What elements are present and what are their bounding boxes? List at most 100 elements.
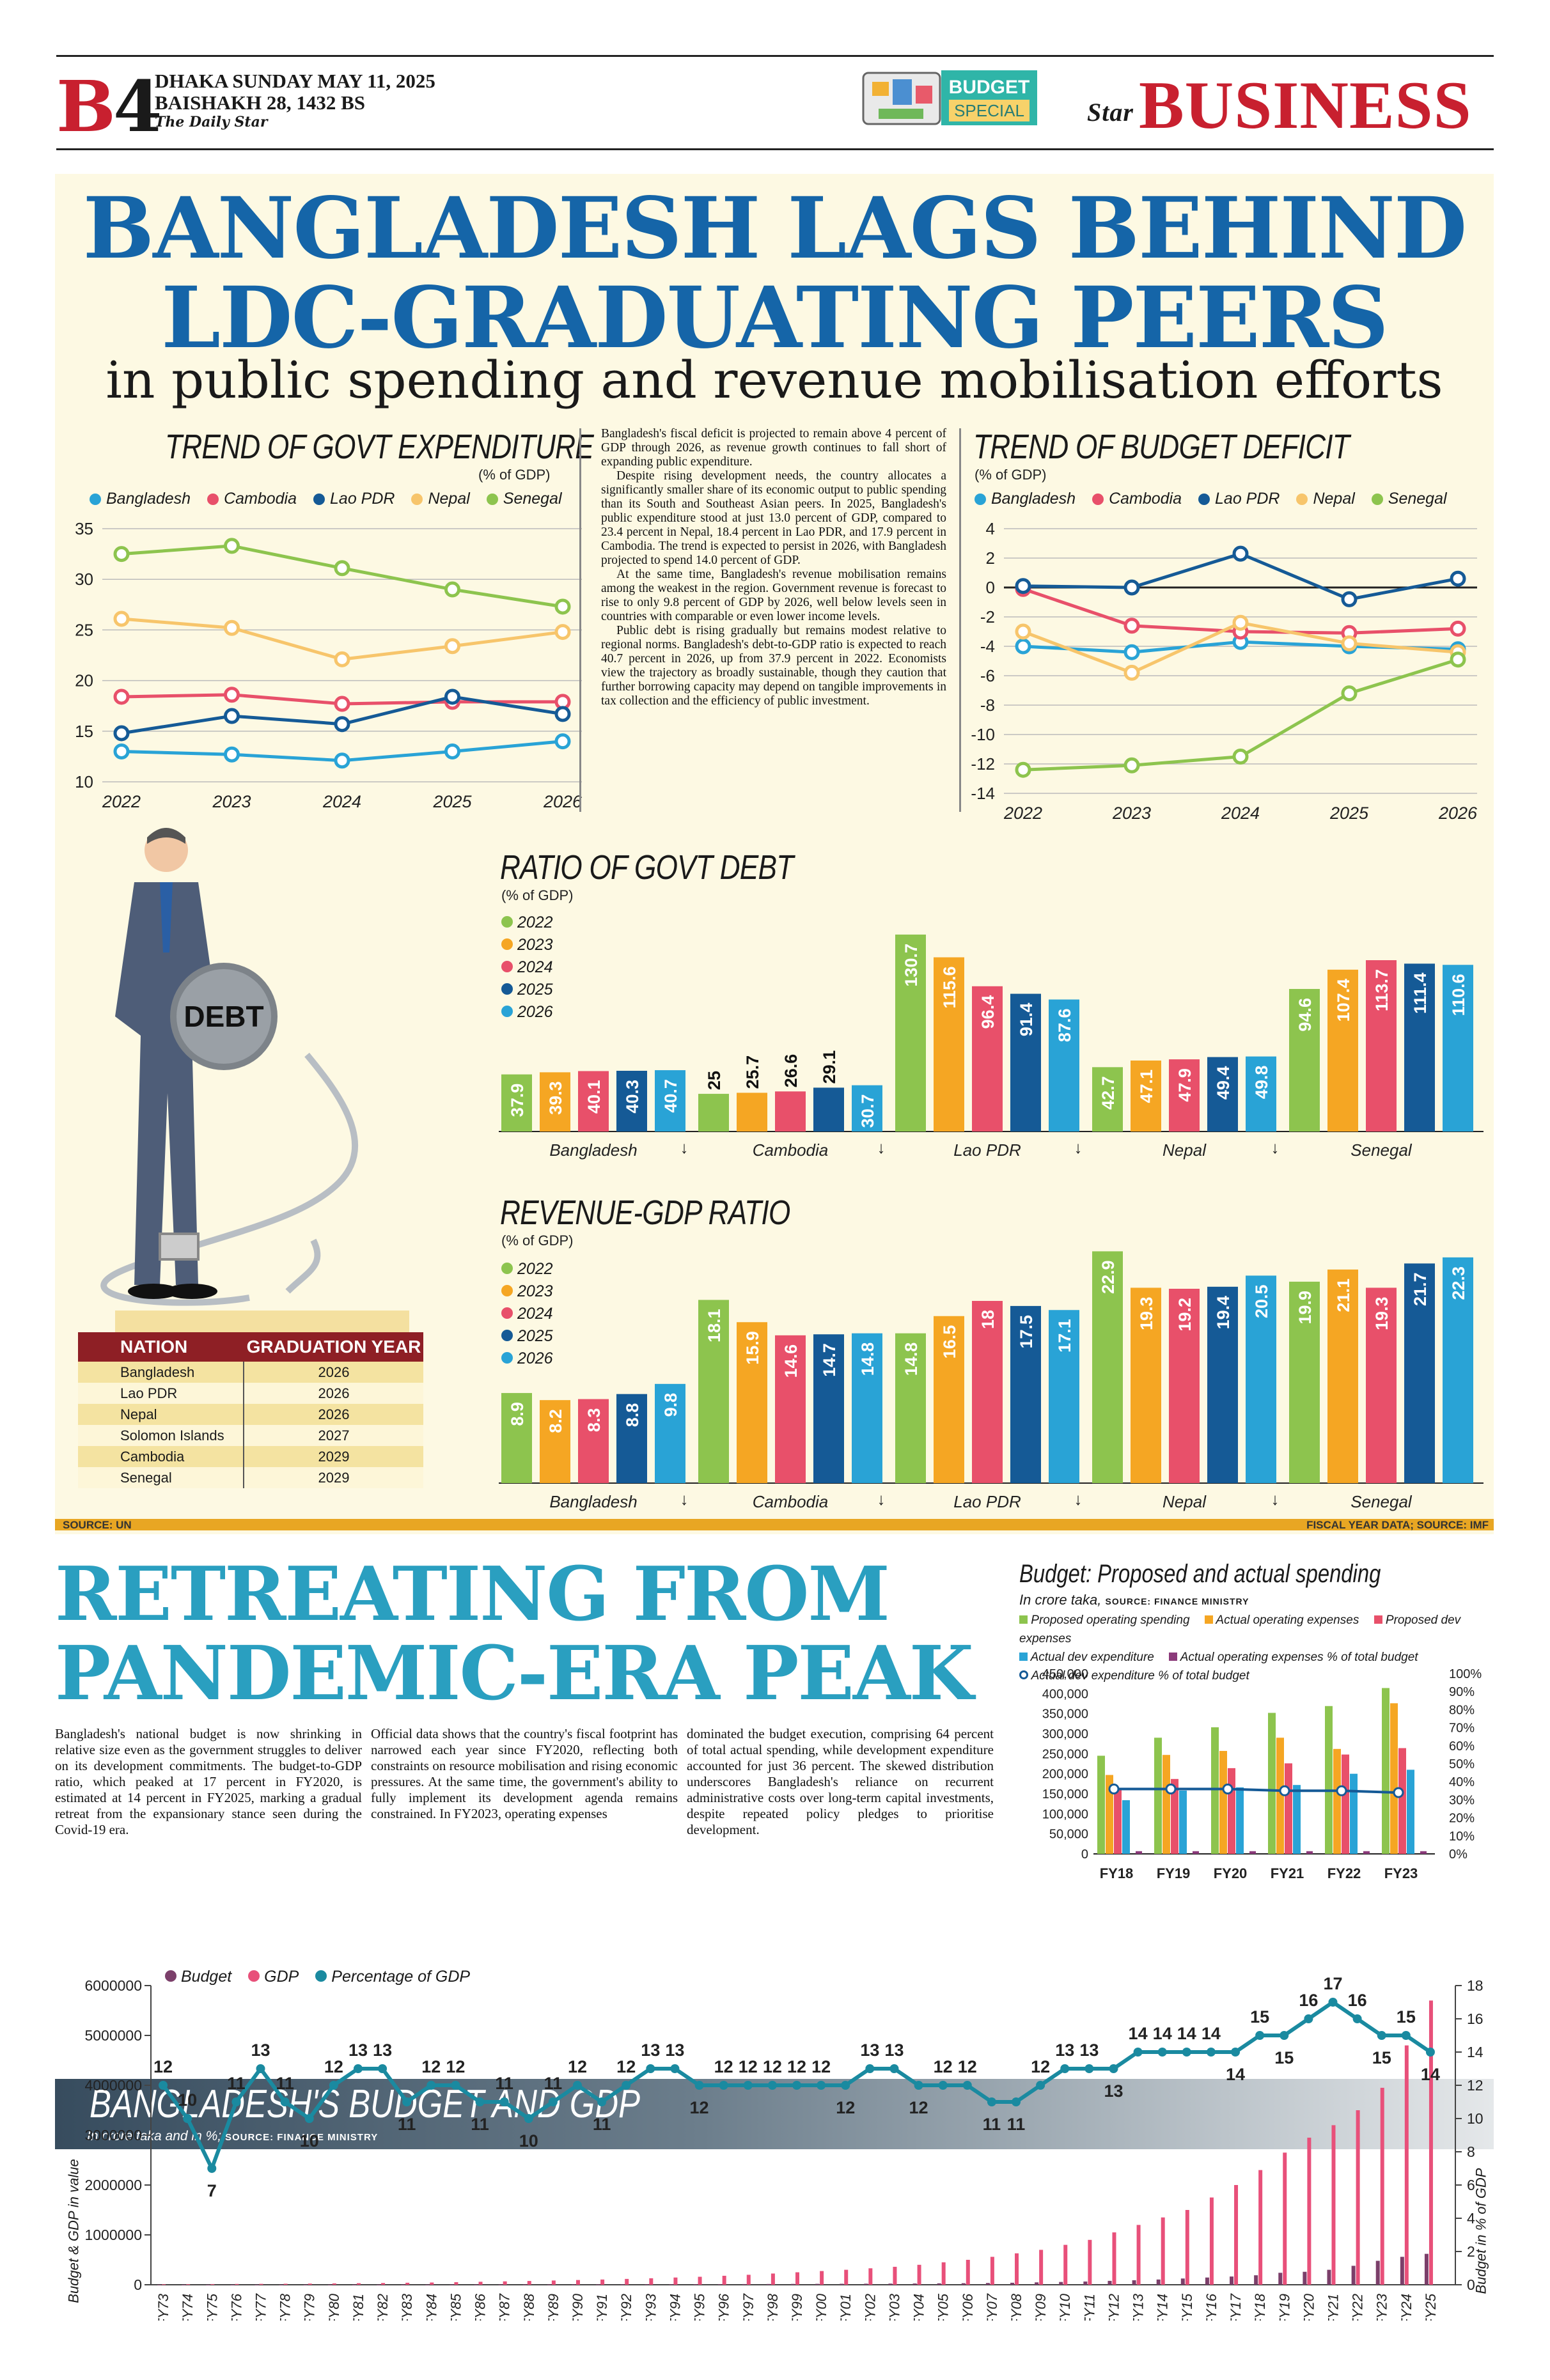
pct-point-label: 12 — [616, 2057, 636, 2076]
x-tick-label: FY22 — [1350, 2294, 1366, 2321]
gdp-bar — [1307, 2137, 1311, 2285]
x-tick-label: FY97 — [740, 2293, 756, 2321]
gdp-bar — [649, 2278, 654, 2285]
bar-value-label: 22.3 — [1449, 1266, 1468, 1300]
x-tick-label: FY06 — [960, 2293, 976, 2321]
deficit-line-chart: 4 2 0 -2 -4 -6 -8 -10 -12 -14 2022 2023 2024 2025 2026 — [971, 519, 1478, 823]
bar — [813, 1334, 844, 1483]
date-gregorian: DHAKA SUNDAY MAY 11, 2025 — [155, 70, 435, 92]
x-tick-label: FY92 — [618, 2294, 634, 2321]
y-tick-label: 3000000 — [84, 2127, 142, 2143]
pct-point — [1304, 2014, 1313, 2023]
article2-headline-line2: PANDEMIC-ERA PEAK — [55, 1630, 974, 1717]
pct-point-label: 13 — [373, 2041, 392, 2060]
budget-bar — [985, 2283, 990, 2285]
y-tick-label: 4 — [986, 519, 995, 538]
bar — [934, 1316, 964, 1483]
y2-tick-label: 40% — [1449, 1775, 1475, 1789]
bar-value-label: 8.9 — [508, 1402, 527, 1426]
data-point — [1123, 757, 1140, 774]
debt-label: DEBT — [184, 1000, 263, 1033]
pct-point — [524, 2114, 533, 2123]
legend-2025: 2025 — [501, 1325, 553, 1348]
debt-illustration: DEBT — [100, 828, 409, 1336]
y-tick-label: 2000000 — [84, 2177, 142, 2193]
gdp-bar — [551, 2280, 556, 2285]
bar — [698, 1094, 729, 1132]
y-tick-label: 200,000 — [1042, 1768, 1088, 1782]
x-tick-label: FY19 — [1276, 2294, 1292, 2321]
bar-op-pct — [1193, 1851, 1199, 1854]
series-line-senegal — [121, 544, 563, 609]
y-tick-label: -10 — [971, 725, 995, 744]
pct-point — [792, 2081, 801, 2090]
bar — [1211, 1727, 1219, 1854]
star-mark: Star — [1087, 98, 1134, 127]
bar — [1131, 1060, 1161, 1132]
bar-value-label: 19.4 — [1214, 1296, 1233, 1330]
gdp-bar — [1015, 2253, 1019, 2285]
data-point — [334, 651, 350, 667]
pct-point — [767, 2081, 777, 2090]
bar — [698, 1300, 729, 1483]
pct-point — [1377, 2031, 1386, 2040]
budget-gdp-y2label: Budget in % of GDP — [1473, 2168, 1489, 2294]
x-tick-label: FY77 — [253, 2293, 269, 2321]
pct-point — [1084, 2064, 1094, 2073]
x-tick-label: FY07 — [984, 2293, 1000, 2321]
x-tick-label: FY08 — [1008, 2293, 1024, 2321]
bar — [972, 1301, 1003, 1483]
x-tick-label: FY94 — [667, 2294, 683, 2321]
pct-point-label: 17 — [1323, 1974, 1342, 1993]
data-point — [554, 598, 571, 615]
article2-headline-line1: RETREATING FROM — [55, 1551, 890, 1638]
x-tick-label: FY83 — [399, 2293, 415, 2321]
bar — [1366, 960, 1397, 1132]
legend-budget: Budget — [165, 1968, 231, 1986]
y2-tick-label: 100% — [1449, 1667, 1482, 1681]
y-tick-label: 250,000 — [1042, 1747, 1088, 1761]
gdp-bar — [478, 2282, 483, 2285]
group-separator: ↓ — [680, 1138, 689, 1157]
dev-pct-line — [1114, 1787, 1399, 1794]
expenditure-chart-unit: (% of GDP) — [478, 467, 551, 483]
pct-point-label: 16 — [1348, 1991, 1367, 2010]
bar-value-label: 130.7 — [902, 944, 921, 987]
gdp-bar — [1136, 2225, 1141, 2285]
bar-value-label: 107.4 — [1334, 979, 1353, 1022]
x-tick-label: 2025 — [432, 792, 472, 811]
pct-point — [1425, 2048, 1435, 2057]
pct-point — [1060, 2064, 1070, 2073]
bar-value-label: 14.7 — [820, 1343, 839, 1377]
pct-point-label: 7 — [207, 2181, 217, 2200]
data-point — [113, 688, 130, 705]
spending-chart-unit: In crore taka, SOURCE: FINANCE MINISTRY — [1019, 1592, 1249, 1608]
budget-bar — [961, 2283, 966, 2285]
y-tick-label: 5000000 — [84, 2027, 142, 2044]
y-tick-label: 300,000 — [1042, 1727, 1088, 1741]
date-bengali: BAISHAKH 28, 1432 BS — [155, 91, 366, 114]
data-point — [113, 611, 130, 627]
x-tick-label: 2026 — [1438, 804, 1478, 823]
legend-bangladesh: Bangladesh — [975, 490, 1076, 508]
pct-point — [183, 2114, 192, 2123]
data-point — [224, 687, 240, 703]
dev-pct-point — [1108, 1783, 1120, 1794]
article1-para4: Public debt is rising gradually but rema… — [601, 624, 946, 708]
legend-senegal: Senegal — [1371, 490, 1447, 508]
y-tick-label: 1000000 — [84, 2227, 142, 2243]
budget-bar — [1254, 2275, 1258, 2285]
bar — [1207, 1057, 1238, 1132]
dev-pct-point — [1393, 1787, 1404, 1798]
article2-col2: Official data shows that the country's f… — [371, 1726, 678, 1821]
data-point — [554, 624, 571, 641]
bar — [655, 1070, 685, 1132]
pct-point-label: 14 — [1177, 2024, 1196, 2043]
bar — [1219, 1750, 1227, 1854]
gdp-bar — [1283, 2152, 1287, 2285]
pct-point-label: 16 — [1299, 1991, 1318, 2010]
category-label: Lao PDR — [953, 1140, 1021, 1160]
data-point — [1450, 620, 1466, 637]
budget-bar — [1132, 2280, 1136, 2285]
debt-chart-unit: (% of GDP) — [501, 887, 574, 903]
